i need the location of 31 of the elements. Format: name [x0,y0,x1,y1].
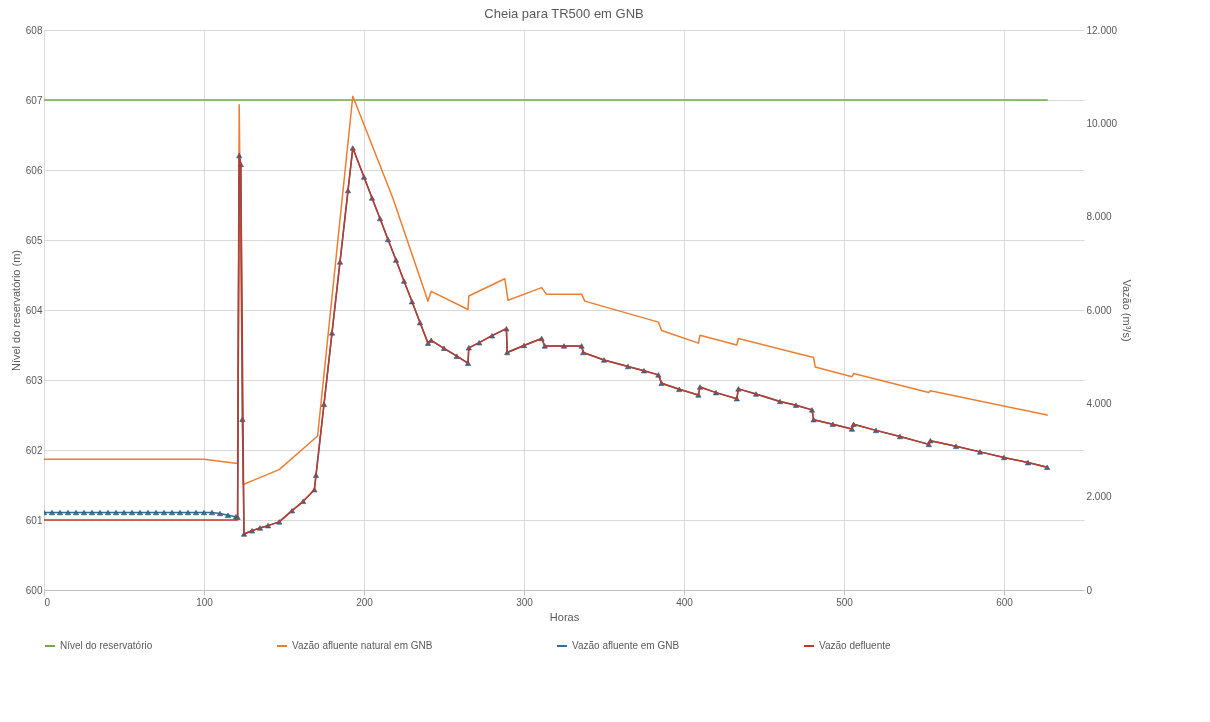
x-tick-label: 400 [676,596,694,608]
y-tick-label: 605 [25,234,43,246]
x-axis-title: Horas [549,610,580,623]
y-tick-label: 603 [25,374,43,386]
y-axis-title: Nível do reservatório (m) [9,249,22,372]
y-tick-label: 600 [25,584,43,596]
y-tick-label: 608 [25,24,43,36]
y2-tick-label: 0 [1086,584,1093,596]
x-tick-label: 200 [356,596,374,608]
y-tick-label: 602 [25,444,43,456]
x-tick-label: 500 [836,596,854,608]
y-tick-label: 607 [25,94,43,106]
y2-tick-label: 4.000 [1086,397,1112,409]
y2-tick-label: 12.000 [1086,24,1118,36]
x-tick-label: 100 [196,596,214,608]
y2-tick-label: 10.000 [1086,117,1118,129]
y2-tick-label: 6.000 [1086,304,1112,316]
y2-tick-label: 8.000 [1086,211,1112,223]
legend-label: Vazão afluente natural em GNB [292,640,433,651]
x-tick-label: 0 [44,596,51,608]
x-tick-label: 300 [516,596,534,608]
legend-label: Vazão afluente em GNB [572,640,680,651]
x-tick-label: 600 [996,596,1014,608]
chart-title: Cheia para TR500 em GNB [484,6,644,21]
y2-tick-label: 2.000 [1086,491,1112,503]
y-tick-label: 604 [25,304,43,316]
legend-label: Vazão defluente [819,640,891,651]
y-tick-label: 606 [25,164,43,176]
legend-label: Nível do reservatório [60,640,153,651]
y2-axis-title: Vazão (m³/s) [1121,279,1134,342]
y-tick-label: 601 [25,514,43,526]
